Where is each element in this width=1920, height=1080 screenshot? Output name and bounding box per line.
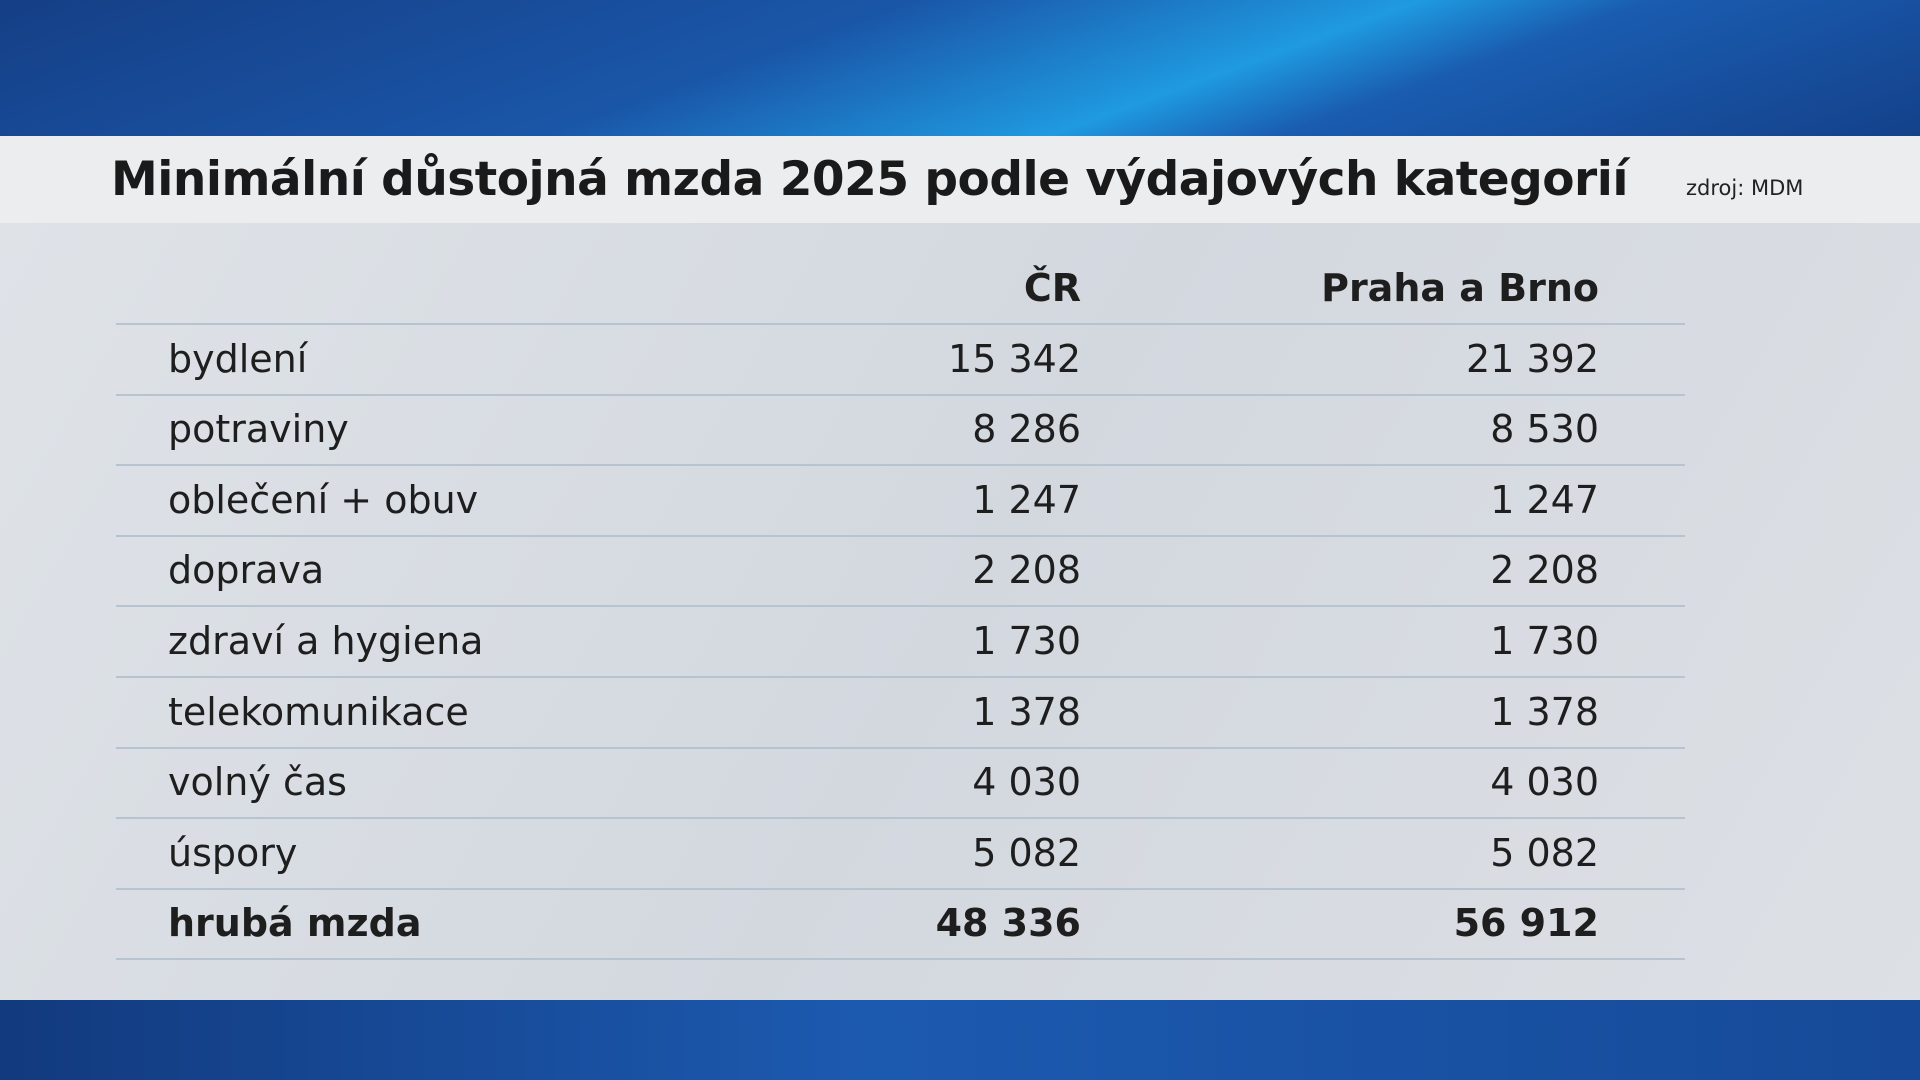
cell-value: 8 530: [1490, 407, 1599, 452]
table-row: hrubá mzda 48 336 56 912: [116, 888, 1685, 961]
table-row: potraviny 8 286 8 530: [116, 394, 1685, 467]
table-row: telekomunikace 1 378 1 378: [116, 677, 1685, 749]
cell-value: 4 030: [972, 760, 1081, 805]
table-row: oblečení + obuv 1 247 1 247: [116, 465, 1685, 537]
background-top: [0, 0, 1920, 136]
cell-value: 48 336: [935, 901, 1081, 946]
cell-value: 8 286: [972, 407, 1081, 452]
column-header: ČR: [1023, 266, 1081, 310]
cell-value: 1 247: [1490, 477, 1599, 522]
cell-value: 1 730: [972, 619, 1081, 663]
row-label: telekomunikace: [168, 689, 469, 734]
cell-value: 1 378: [1490, 689, 1599, 734]
cell-value: 4 030: [1490, 760, 1599, 805]
cell-value: 21 392: [1466, 336, 1599, 381]
table-row: úspory 5 082 5 082: [116, 818, 1685, 890]
cell-value: 15 342: [948, 336, 1081, 381]
row-label: oblečení + obuv: [168, 477, 479, 522]
row-label: úspory: [168, 830, 298, 875]
table-row: volný čas 4 030 4 030: [116, 747, 1685, 820]
cell-value: 1 730: [1490, 619, 1599, 663]
table: ČR Praha a Brno bydlení 15 342 21 392 potravi…: [0, 223, 1920, 1000]
row-label: zdraví a hygiena: [168, 619, 484, 663]
background-bottom: [0, 1000, 1920, 1080]
cell-value: 1 247: [972, 477, 1081, 522]
cell-value: 2 208: [972, 548, 1081, 593]
row-label: bydlení: [168, 336, 308, 381]
row-label: hrubá mzda: [168, 901, 422, 946]
column-header: Praha a Brno: [1321, 266, 1599, 310]
cell-value: 2 208: [1490, 548, 1599, 593]
cell-value: 5 082: [972, 830, 1081, 875]
row-label: potraviny: [168, 407, 349, 452]
source: zdroj: MDM: [1686, 176, 1804, 200]
table-row: zdraví a hygiena 1 730 1 730: [116, 606, 1685, 678]
table-row: bydlení 15 342 21 392: [116, 324, 1685, 396]
cell-value: 56 912: [1453, 901, 1599, 946]
table-row: doprava 2 208 2 208: [116, 535, 1685, 608]
cell-value: 5 082: [1490, 830, 1599, 875]
row-label: volný čas: [168, 760, 347, 805]
cell-value: 1 378: [972, 689, 1081, 734]
title-bar: Minimální důstojná mzda 2025 podle výdaj…: [0, 136, 1920, 223]
title: Minimální důstojná mzda 2025 podle výdaj…: [111, 152, 1628, 207]
header-row: ČR Praha a Brno: [116, 253, 1685, 325]
row-label: doprava: [168, 548, 325, 593]
